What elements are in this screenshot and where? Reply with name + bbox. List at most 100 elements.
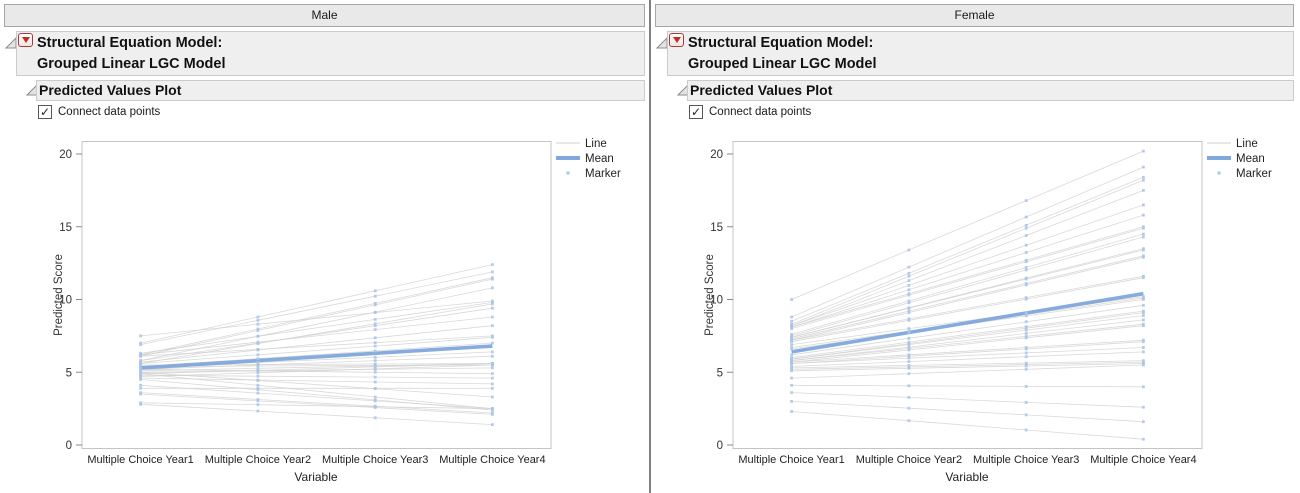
sem-title: Structural Equation Model: Grouped Linea…: [688, 33, 877, 75]
x-tick-label: Multiple Choice Year3: [973, 454, 1079, 466]
marker: [1024, 428, 1028, 432]
red-triangle-menu-button[interactable]: [669, 33, 684, 47]
red-triangle-menu-button[interactable]: [18, 33, 33, 47]
marker: [1142, 338, 1145, 342]
marker: [373, 349, 377, 353]
marker: [139, 383, 142, 387]
sem-title-line1: Structural Equation Model:: [37, 35, 223, 51]
marker: [907, 364, 911, 367]
marker: [1142, 359, 1145, 362]
x-axis-title: Variable: [945, 470, 988, 484]
marker: [1142, 324, 1145, 328]
marker: [1142, 189, 1145, 192]
marker: [491, 277, 494, 281]
y-axis: 0 5 10 15 20 Predicted Score: [53, 149, 82, 452]
subject-line: [140, 403, 493, 425]
marker: [1142, 362, 1145, 365]
marker: [1024, 363, 1028, 366]
subject-line: [791, 166, 1144, 318]
marker: [1142, 298, 1145, 301]
legend-marker-swatch: [566, 171, 570, 175]
subject-line: [791, 227, 1144, 329]
marker: [491, 286, 494, 290]
x-axis: Multiple Choice Year1 Multiple Choice Yea…: [738, 454, 1196, 484]
red-triangle-icon: [672, 37, 681, 43]
marker: [1142, 322, 1145, 326]
marker: [1142, 346, 1145, 349]
mean-line: [791, 291, 1144, 354]
marker: [1142, 225, 1145, 229]
subject-line: [140, 368, 493, 375]
y-axis-title: Predicted Score: [704, 254, 716, 336]
marker: [256, 334, 260, 338]
marker: [256, 391, 260, 395]
subject-line: [140, 374, 493, 379]
y-tick-label: 10: [59, 295, 72, 307]
marker: [373, 310, 377, 314]
marker: [139, 367, 142, 371]
y-axis-title: Predicted Score: [53, 254, 65, 336]
marker: [907, 366, 911, 370]
subject-line: [140, 278, 493, 357]
connect-data-points-label: Connect data points: [709, 106, 812, 118]
predicted-values-plot-bar: [687, 80, 1294, 101]
subject-line: [140, 335, 493, 357]
marker: [256, 322, 260, 326]
x-tick-label: Multiple Choice Year2: [205, 454, 311, 466]
marker: [1142, 255, 1145, 259]
marker: [790, 315, 793, 319]
marker: [907, 301, 911, 305]
marker: [1024, 401, 1028, 404]
sem-title-line1: Structural Equation Model:: [688, 35, 874, 51]
marker: [139, 341, 142, 345]
marker: [1142, 276, 1145, 280]
marker: [139, 334, 142, 338]
marker: [491, 376, 494, 380]
marker: [491, 408, 494, 412]
marker: [256, 363, 260, 367]
y-tick-label: 20: [59, 149, 72, 161]
marker: [139, 351, 142, 355]
x-tick-label: Multiple Choice Year4: [1090, 454, 1196, 466]
marker: [790, 333, 793, 336]
marker: [256, 348, 260, 352]
subject-lines: [140, 264, 493, 425]
marker: [139, 359, 142, 362]
subject-line: [791, 341, 1144, 364]
subject-line: [140, 363, 493, 372]
marker: [1024, 268, 1028, 272]
panel-female: Female Structural Equation Model: Groupe…: [649, 0, 1299, 493]
connect-data-points-checkbox[interactable]: ✓: [38, 105, 52, 119]
subject-line: [791, 310, 1144, 359]
marker: [907, 354, 911, 358]
connect-data-points-label: Connect data points: [58, 106, 161, 118]
marker: [907, 327, 911, 330]
marker: [907, 309, 911, 313]
legend-label: Line: [585, 138, 607, 150]
marker: [491, 335, 494, 339]
marker: [1024, 260, 1028, 264]
marker: [373, 380, 377, 384]
marker: [256, 353, 260, 357]
subject-line: [140, 302, 493, 354]
connect-data-points-checkbox[interactable]: ✓: [689, 105, 703, 119]
predicted-values-plot-title: Predicted Values Plot: [690, 82, 833, 98]
legend-label: Marker: [585, 168, 621, 180]
sem-title-line2: Grouped Linear LGC Model: [688, 56, 877, 72]
subject-line: [140, 373, 493, 409]
marker: [907, 248, 911, 252]
marker: [790, 391, 793, 394]
x-axis-title: Variable: [294, 470, 337, 484]
subject-line: [791, 392, 1144, 408]
marker: [907, 353, 911, 357]
y-tick-label: 5: [717, 367, 723, 379]
marker: [1024, 332, 1028, 335]
marker: [1142, 437, 1145, 441]
marker: [907, 356, 911, 360]
subject-line: [140, 325, 493, 363]
marker: [1024, 283, 1028, 287]
subject-line: [140, 364, 493, 377]
marker: [491, 341, 494, 345]
marker: [256, 329, 260, 332]
legend: Line Mean Marker: [556, 138, 621, 180]
